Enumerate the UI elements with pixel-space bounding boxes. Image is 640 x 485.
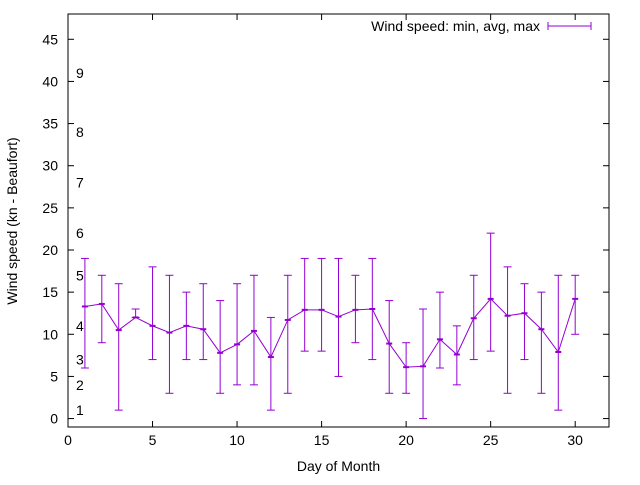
legend-label: Wind speed: min, avg, max	[371, 18, 540, 34]
beaufort-label: 3	[76, 352, 84, 368]
y-tick-label: 5	[50, 368, 58, 384]
y-axis-label: Wind speed (kn - Beaufort)	[4, 137, 20, 304]
y-tick-label: 10	[42, 326, 58, 342]
beaufort-label: 6	[76, 225, 84, 241]
error-bar	[452, 325, 461, 386]
error-bar	[385, 300, 394, 394]
beaufort-label: 5	[76, 267, 84, 283]
error-bar	[233, 283, 242, 386]
y-tick-label: 25	[42, 200, 58, 216]
y-tick-label: 20	[42, 242, 58, 258]
error-bar	[199, 283, 208, 361]
error-bar	[148, 266, 157, 361]
x-tick-label: 0	[64, 432, 72, 448]
error-bar	[419, 308, 428, 420]
y-tick-label: 40	[42, 73, 58, 89]
error-bar	[554, 274, 563, 411]
error-bar	[249, 274, 258, 386]
y-tick-label: 45	[42, 31, 58, 47]
x-tick-label: 15	[314, 432, 330, 448]
avg-line	[84, 298, 576, 368]
error-bar	[131, 308, 140, 319]
plot-border	[67, 13, 610, 428]
error-bar	[503, 266, 512, 394]
beaufort-label: 4	[76, 318, 84, 334]
error-bar	[216, 300, 225, 394]
error-bar	[97, 274, 106, 344]
y-tick-label: 0	[50, 411, 58, 427]
error-bar	[114, 283, 123, 411]
error-bar	[266, 316, 275, 411]
y-tick-label: 15	[42, 284, 58, 300]
x-axis-label: Day of Month	[297, 458, 380, 474]
error-bar	[435, 291, 444, 369]
error-bar	[165, 274, 174, 394]
x-tick-label: 25	[483, 432, 499, 448]
y-tick-label: 35	[42, 116, 58, 132]
error-bar	[317, 257, 326, 352]
beaufort-label: 9	[76, 65, 84, 81]
x-tick-label: 10	[229, 432, 245, 448]
error-bar	[182, 291, 191, 361]
error-bar	[402, 342, 411, 394]
x-tick-label: 5	[149, 432, 157, 448]
y-tick-label: 30	[42, 158, 58, 174]
beaufort-label: 8	[76, 124, 84, 140]
error-bar	[334, 257, 343, 377]
error-bar	[300, 257, 309, 352]
x-tick-label: 20	[398, 432, 414, 448]
beaufort-label: 2	[76, 377, 84, 393]
error-bar	[351, 274, 360, 344]
error-bar	[520, 283, 529, 361]
error-bar	[368, 257, 377, 361]
legend: Wind speed: min, avg, max	[371, 18, 592, 34]
x-tick-label: 30	[567, 432, 583, 448]
error-bar	[283, 274, 292, 394]
beaufort-label: 7	[76, 175, 84, 191]
error-bar	[537, 291, 546, 394]
error-bar	[486, 232, 495, 352]
beaufort-label: 1	[76, 402, 84, 418]
error-bar	[80, 257, 89, 369]
error-bar	[469, 274, 478, 361]
error-bar	[571, 274, 580, 335]
